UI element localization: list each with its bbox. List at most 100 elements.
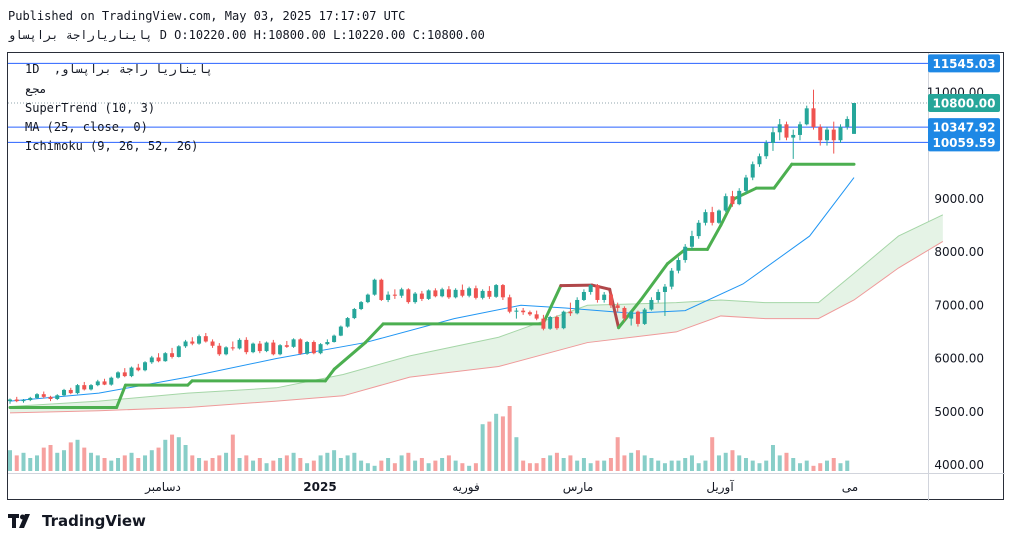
supertrend-segment [363,322,385,345]
volume-bar [777,455,782,471]
candle-body [804,108,809,125]
candle-body [21,400,26,402]
volume-bar [460,463,465,471]
price-tag [928,118,1000,137]
candle-body [811,108,816,127]
volume-bar [534,463,539,471]
candle-body [237,339,242,349]
volume-bar [615,437,620,471]
volume-bar [8,450,12,471]
volume-bar [595,460,600,471]
candle-body [197,336,202,344]
volume-bar [170,434,175,471]
volume-bar [723,452,728,471]
ma-line [9,177,855,402]
volume-bar [494,413,499,471]
volume-bar [251,460,256,471]
price-tag-label: 10059.59 [932,136,995,150]
legend-symbol: 1D ,پایناریا راجة براپساو [25,62,213,76]
volume-bar [89,452,94,471]
volume-bar [298,458,303,471]
volume-bar [68,442,73,471]
candle-body [588,285,593,292]
legend-ichimoku[interactable]: Ichimoku (9, 26, 52, 26) [25,139,199,153]
candle-body [838,126,843,141]
candle-body [271,342,276,355]
x-tick-label: مارس [563,480,594,495]
volume-bar [487,421,492,471]
volume-bar [338,458,343,471]
volume-bar [129,452,134,471]
candle-body [82,385,87,390]
candle-body [298,339,303,354]
supertrend-segment [332,341,367,371]
candle-body [473,288,478,298]
volume-bar [541,458,546,471]
candle-body [777,124,782,133]
volume-bar [696,463,701,471]
volume-bar [325,452,330,471]
legend-supertrend[interactable]: SuperTrend (10, 3) [25,101,156,115]
volume-bar [379,460,384,471]
y-tick-label: 8000.00 [934,245,984,259]
volume-bar [716,455,721,471]
volume-bar [197,458,202,471]
y-tick-label: 6000.00 [934,352,984,366]
volume-bar [75,439,80,471]
chart-frame[interactable]: 4000.00 5000.00 6000.00 7000.00 8000.00 9000.… [7,52,1005,501]
candle-body [669,270,674,287]
candle-body [244,339,249,353]
candle-body [723,196,728,211]
chart-canvas[interactable]: 4000.00 5000.00 6000.00 7000.00 8000.00 9000.… [8,53,1005,501]
candle-body [55,395,60,399]
volume-bar [662,463,667,471]
supertrend-segment [323,367,336,383]
volume-bar [568,455,573,471]
candle-body [757,156,762,165]
volume-bar [426,463,431,471]
volume-bar [28,458,33,471]
candle-body [109,377,114,385]
candle-body [831,129,836,141]
volume-bar [473,463,478,471]
candle-body [95,381,100,386]
volume-bar [750,460,755,471]
volume-bar [480,424,485,471]
volume-bar [413,460,418,471]
candle-body [48,396,53,399]
volume-bar [831,458,836,471]
candle-body [89,385,94,390]
candle-body [143,362,148,371]
volume-bar [649,458,654,471]
volume-bar [230,434,235,471]
candle-body [149,357,154,363]
volume-bar [311,460,316,471]
candle-body [251,343,256,353]
candle-body [453,289,458,298]
volume-bar [514,437,519,471]
volume-bar [176,437,181,471]
y-tick-label: 4000.00 [934,458,984,472]
volume-bar [811,465,816,471]
price-tag-label: 10347.92 [932,121,995,135]
candle-body [534,314,539,319]
candle-body [710,212,715,223]
volume-bar [190,455,195,471]
legend-exchange: مجع [25,82,47,96]
ichimoku-cloud [10,214,943,413]
volume-bar [352,452,357,471]
candle-body [676,260,681,271]
volume-bar [244,455,249,471]
volume-bar [554,452,559,471]
candle-body [656,291,661,300]
volume-bar [602,460,607,471]
volume-bar [818,463,823,471]
candle-body [581,291,586,300]
volume-bar [575,460,580,471]
legend-ma[interactable]: MA (25, close, 0) [25,120,148,134]
candle-body [35,394,40,398]
volume-bar [332,450,337,471]
candle-body [791,134,796,138]
ichimoku-span-b [9,240,944,414]
candle-body [230,347,235,349]
